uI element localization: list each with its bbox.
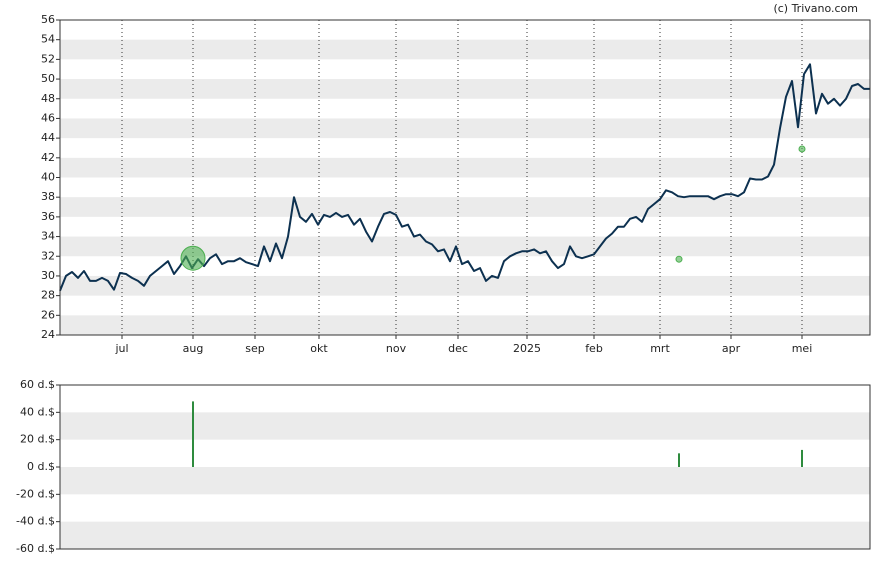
credit: (c) Trivano.com [773, 2, 858, 15]
y-tick-label: 32 [41, 249, 55, 262]
y-tick-label: 0 d.$ [27, 460, 55, 473]
bar [192, 401, 194, 467]
y-tick-label: 40 d.$ [20, 405, 55, 418]
x-tick-label: 2025 [513, 342, 541, 355]
y-tick-label: 26 [41, 308, 55, 321]
y-tick-label: 48 [41, 92, 55, 105]
y-tick-label: 56 [41, 13, 55, 26]
event-marker [798, 145, 806, 153]
x-tick-label: jul [114, 342, 128, 355]
x-tick-label: dec [448, 342, 468, 355]
plot-frame [59, 384, 871, 550]
grid-band [60, 521, 870, 549]
event-marker [180, 245, 206, 271]
x-tick-label: nov [386, 342, 407, 355]
bar [801, 449, 803, 467]
y-tick-label: 54 [41, 33, 55, 46]
y-tick-label: 40 [41, 171, 55, 184]
grid-band [60, 197, 870, 217]
y-tick-label: 52 [41, 52, 55, 65]
y-tick-label: -60 d.$ [16, 542, 55, 555]
y-tick-label: -20 d.$ [16, 487, 55, 500]
x-tick-label: aug [183, 342, 204, 355]
y-tick-label: 46 [41, 111, 55, 124]
grid-band [60, 467, 870, 495]
x-tick-label: apr [722, 342, 741, 355]
y-tick-label: 30 [41, 269, 55, 282]
grid-band [60, 275, 870, 296]
bar [678, 453, 680, 467]
y-tick-label: 36 [41, 210, 55, 223]
grid-band [60, 79, 870, 99]
y-tick-label: 38 [41, 190, 55, 203]
y-tick-label: 28 [41, 289, 55, 302]
y-tick-label: 60 d.$ [20, 378, 55, 391]
grid-band [60, 157, 870, 178]
x-tick-label: mei [792, 342, 813, 355]
grid-band [60, 315, 870, 335]
y-tick-label: 20 d.$ [20, 433, 55, 446]
grid-band [60, 236, 870, 257]
x-tick-label: sep [245, 342, 264, 355]
x-tick-label: mrt [650, 342, 670, 355]
event-marker [675, 255, 683, 263]
y-tick-label: 50 [41, 72, 55, 85]
grid-band [60, 118, 870, 139]
plot-frame [59, 19, 871, 336]
grid-band [60, 412, 870, 440]
y-tick-label: 24 [41, 328, 55, 341]
y-tick-label: 44 [41, 131, 55, 144]
y-tick-label: 42 [41, 151, 55, 164]
x-tick-label: okt [310, 342, 328, 355]
y-tick-label: 34 [41, 230, 55, 243]
grid-band [60, 39, 870, 60]
y-tick-label: -40 d.$ [16, 515, 55, 528]
x-tick-label: feb [585, 342, 603, 355]
